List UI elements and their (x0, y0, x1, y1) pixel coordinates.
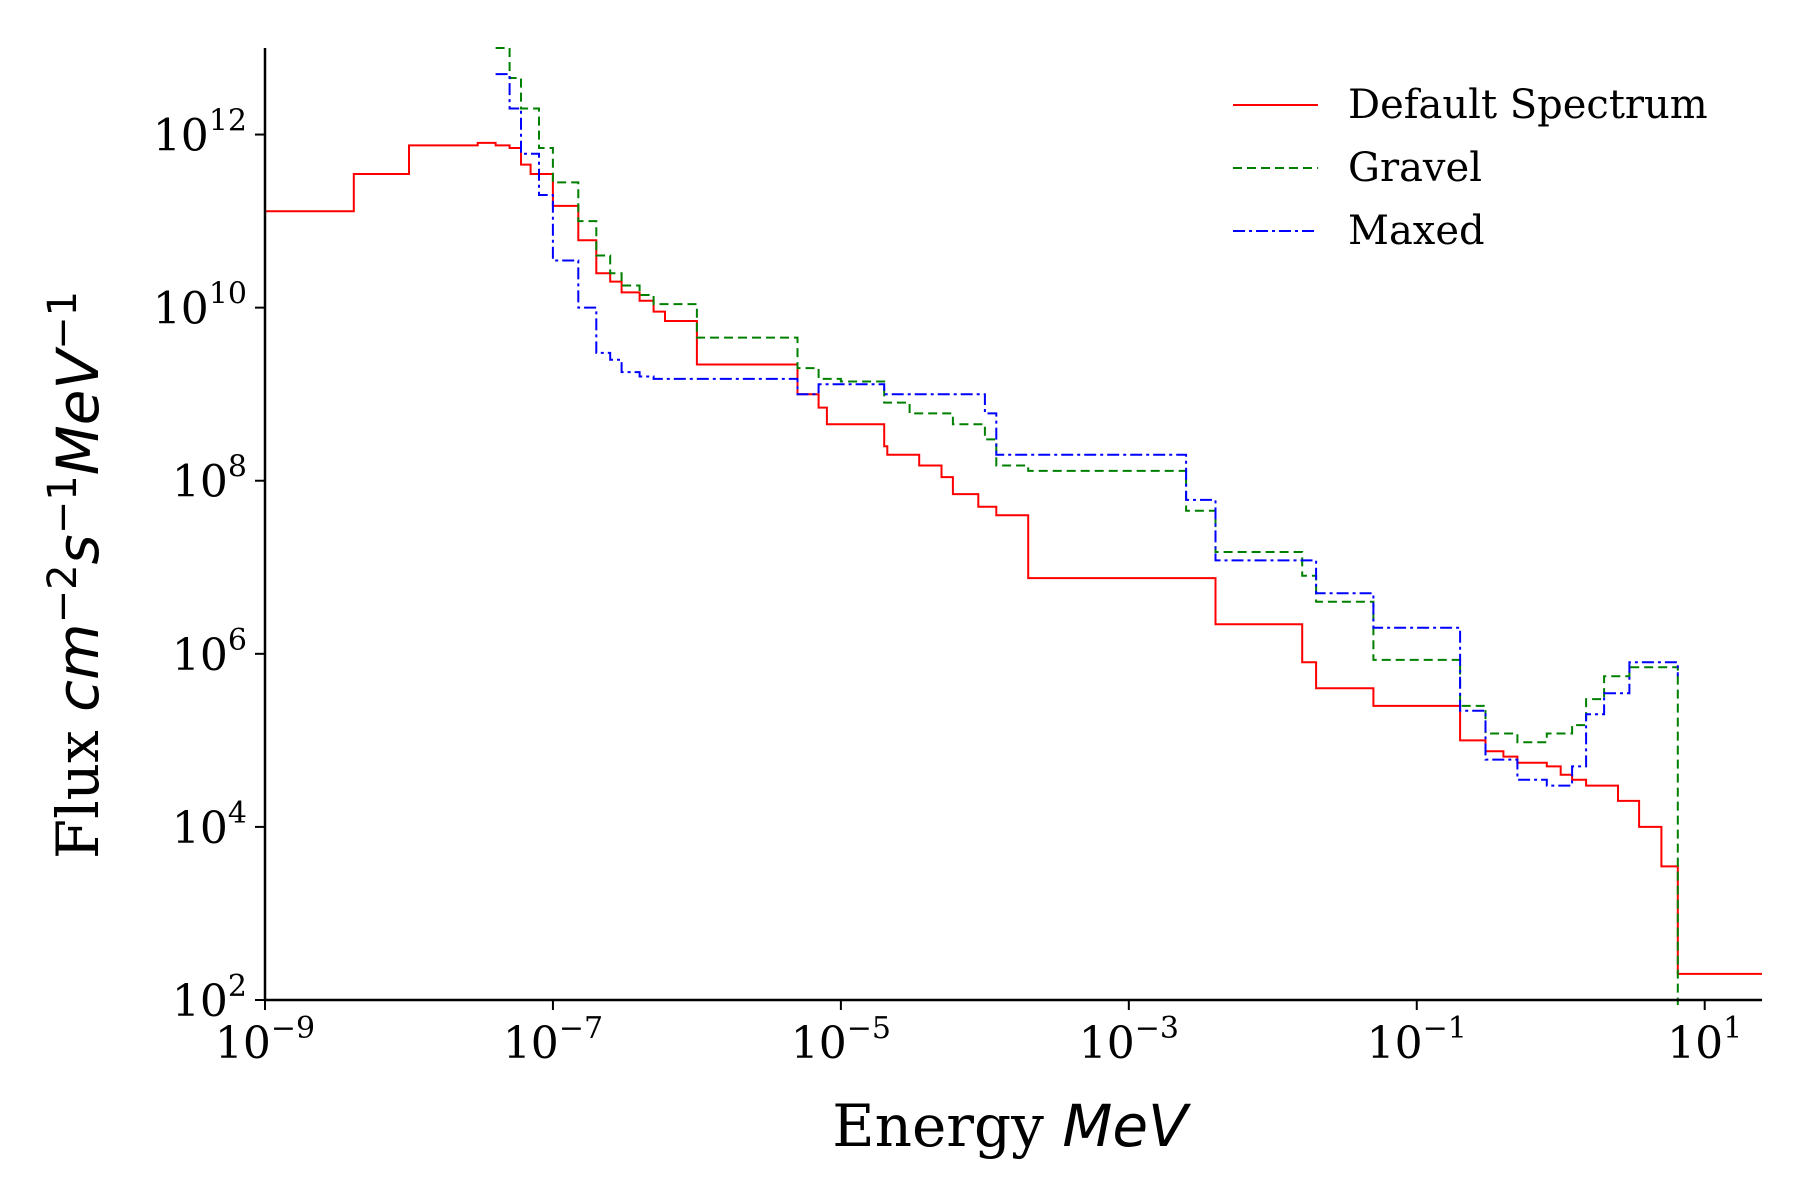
x-tick-label-4: 10−1 (1367, 1011, 1467, 1069)
legend: Default Spectrum Gravel Maxed (1233, 82, 1708, 254)
legend-label-0: Default Spectrum (1348, 82, 1708, 128)
y-tick-label-2: 106 (172, 623, 247, 681)
series-line-1 (495, 47, 1679, 1005)
x-tick-label-2: 10−5 (791, 1011, 891, 1069)
x-tick-label-0: 10−9 (215, 1011, 315, 1069)
x-tick-label-3: 10−3 (1079, 1011, 1179, 1069)
x-tick-label-5: 101 (1667, 1011, 1742, 1069)
legend-label-2: Maxed (1348, 208, 1485, 254)
x-tick-label-1: 10−7 (503, 1011, 603, 1069)
x-tick-labels: 10−9 10−7 10−5 10−3 10−1 101 (215, 1011, 1742, 1069)
y-tick-label-3: 108 (172, 450, 247, 508)
y-axis-title: Flux cm−2s−1MeV−1 (40, 291, 112, 859)
series-line-2 (495, 73, 1679, 787)
legend-label-1: Gravel (1348, 145, 1482, 191)
series-line-0 (265, 141, 1762, 975)
y-tick-label-0: 102 (172, 969, 247, 1027)
plot-lines (265, 47, 1762, 1005)
y-tick-label-1: 104 (172, 796, 247, 854)
axes (255, 48, 1762, 1010)
x-axis-title: Energy MeV (832, 1092, 1192, 1160)
y-tick-labels: 102 104 106 108 1010 1012 (153, 104, 247, 1027)
y-tick-label-4: 1010 (153, 277, 247, 335)
y-tick-label-5: 1012 (153, 104, 247, 162)
